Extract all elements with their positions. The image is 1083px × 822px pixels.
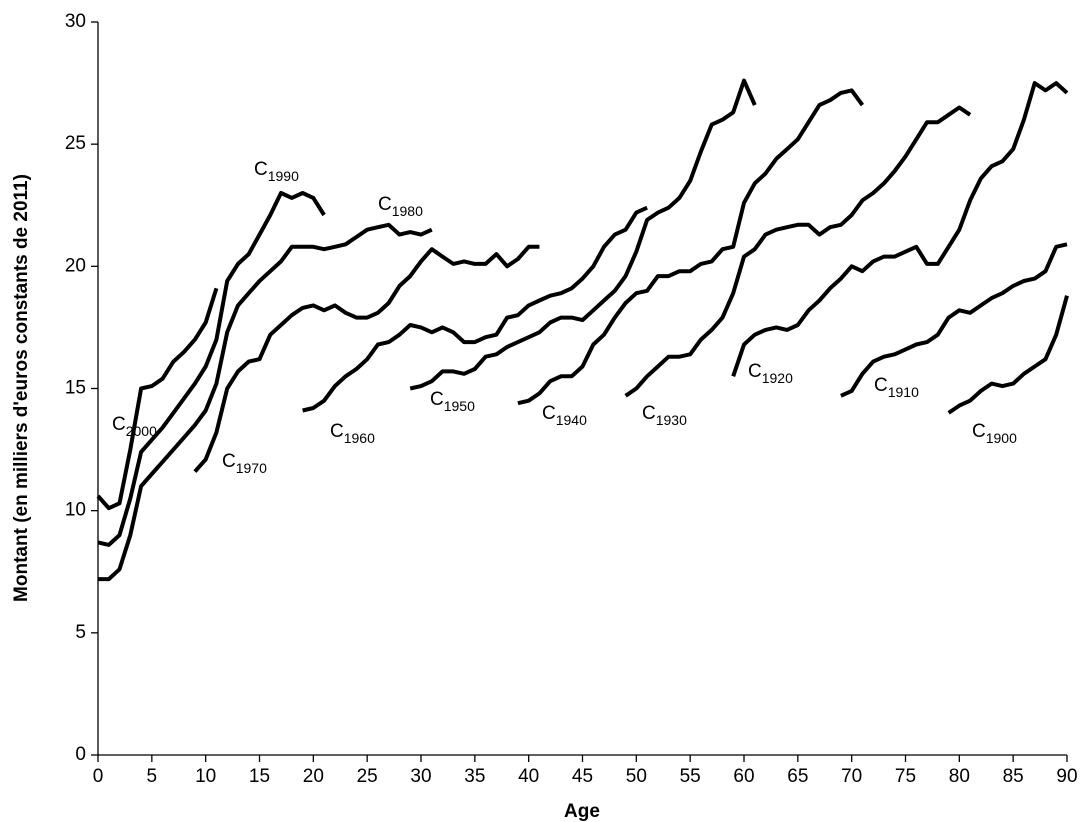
x-tick-label: 40 [518, 766, 539, 787]
y-tick-label: 20 [65, 255, 86, 276]
x-tick-label: 0 [93, 766, 104, 787]
cohort-label: C1920 [748, 361, 793, 386]
cohort-line [97, 191, 326, 547]
cohort-label-sub: 1970 [236, 460, 267, 476]
cohort-line [947, 295, 1069, 415]
y-tick-label: 0 [75, 744, 86, 765]
cohort-label-main: C [378, 194, 392, 215]
x-tick-label: 30 [410, 766, 431, 787]
cohort-line [517, 88, 865, 406]
cohort-label-sub: 2000 [126, 423, 157, 439]
cohort-label: C2000 [112, 414, 157, 439]
cohort-label-sub: 1960 [344, 430, 375, 446]
cohort-label: C1980 [378, 194, 423, 219]
cohort-line [96, 287, 219, 511]
cohort-label-main: C [112, 414, 126, 435]
x-axis-title: Age [564, 801, 600, 822]
cohort-label-main: C [222, 451, 236, 472]
x-tick-label: 50 [626, 766, 647, 787]
x-tick-label: 5 [147, 766, 158, 787]
x-tick-label: 20 [303, 766, 324, 787]
x-tick-label: 60 [733, 766, 754, 787]
cohort-label-main: C [542, 403, 556, 424]
x-tick-label: 25 [357, 766, 378, 787]
cohort-label-sub: 1900 [986, 430, 1017, 446]
cohort-line [624, 105, 972, 398]
x-tick-label: 55 [680, 766, 701, 787]
x-tick-label: 15 [249, 766, 270, 787]
cohort-label-main: C [874, 375, 888, 396]
cohort-label-sub: 1920 [762, 370, 793, 386]
cohort-label: C1910 [874, 375, 919, 400]
cohort-label-main: C [330, 421, 344, 442]
y-tick-label: 15 [65, 378, 86, 399]
cohort-line [731, 81, 1069, 377]
x-tick-label: 65 [787, 766, 808, 787]
cohort-label: C1940 [542, 403, 587, 428]
cohort-label-main: C [642, 403, 656, 424]
cohort-label-sub: 1980 [392, 203, 423, 219]
cohort-line [840, 242, 1068, 398]
cohort-label: C1950 [430, 389, 475, 414]
cohort-label-main: C [430, 389, 444, 410]
cohort-label: C1970 [222, 451, 267, 476]
cohort-line [98, 222, 433, 582]
x-tick-label: 70 [841, 766, 862, 787]
y-axis-title: Montant (en milliers d'euros constants d… [11, 174, 32, 602]
cohort-label: C1990 [254, 159, 299, 184]
x-tick-label: 80 [949, 766, 970, 787]
x-tick-label: 85 [1003, 766, 1024, 787]
cohort-line [193, 244, 540, 473]
cohort-line [409, 78, 757, 391]
x-tick-label: 75 [895, 766, 916, 787]
x-tick-label: 35 [464, 766, 485, 787]
cohort-label-sub: 1930 [656, 412, 687, 428]
y-tick-label: 30 [65, 11, 86, 32]
cohort-label: C1900 [972, 421, 1017, 446]
cohort-label: C1930 [642, 403, 687, 428]
cohort-label-sub: 1990 [268, 168, 299, 184]
x-tick-label: 45 [572, 766, 593, 787]
cohort-label-sub: 1950 [444, 398, 475, 414]
x-tick-label: 10 [195, 766, 216, 787]
y-tick-label: 25 [65, 133, 86, 154]
cohort-label-main: C [972, 421, 986, 442]
y-tick-label: 5 [75, 622, 86, 643]
cohort-label-sub: 1910 [888, 384, 919, 400]
cohort-label: C1960 [330, 421, 375, 446]
cohort-line [302, 205, 648, 413]
cohort-label-main: C [748, 361, 762, 382]
cohort-label-main: C [254, 159, 268, 180]
x-tick-label: 90 [1056, 766, 1077, 787]
cohort-label-sub: 1940 [556, 412, 587, 428]
y-tick-label: 10 [65, 500, 86, 521]
